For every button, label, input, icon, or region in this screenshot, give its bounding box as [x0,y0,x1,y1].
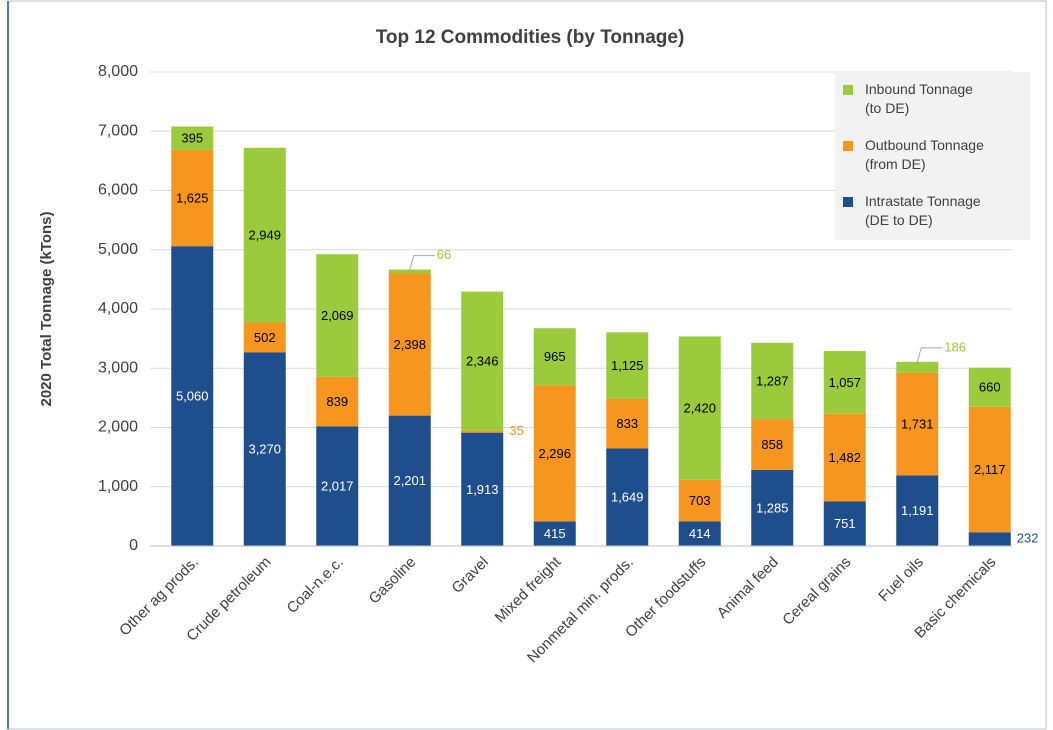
bar-segment [461,430,504,433]
y-tick-label: 4,000 [98,300,138,317]
bar-segment [968,406,1011,533]
data-label: 2,398 [393,337,426,352]
bar-segment [533,521,576,546]
data-label: 2,949 [248,228,281,243]
y-tick-label: 5,000 [98,241,138,258]
bar-segment [461,291,504,431]
bar-segment [388,273,431,416]
bar-segment [678,336,721,480]
bar-segment [388,415,431,546]
bar-segment [461,432,504,546]
bar-segment [606,398,649,449]
chart-title: Top 12 Commodities (by Tonnage) [376,27,685,48]
bar-segment [171,149,214,247]
bar-segment [968,367,1011,407]
data-label: 66 [437,247,451,262]
data-label: 1,625 [176,190,209,205]
data-label: 1,125 [611,358,644,373]
data-label: 5,060 [176,389,209,404]
data-label: 1,191 [901,503,934,518]
data-label: 1,285 [756,500,789,515]
data-label: 833 [616,416,638,431]
y-tick-label: 3,000 [98,359,138,376]
legend-swatch [843,85,853,95]
data-label: 703 [689,493,711,508]
data-label: 660 [979,380,1001,395]
bar-segment [388,269,431,274]
y-tick-label: 2,000 [98,419,138,436]
data-label: 839 [326,394,348,409]
legend-swatch [843,197,853,207]
bar-segment [243,322,286,353]
bar-segment [243,352,286,546]
y-tick-label: 0 [129,537,138,554]
data-label: 414 [689,526,711,541]
data-label: 415 [544,526,566,541]
bar-segment [968,532,1011,546]
bar-segment [823,501,866,546]
bar-segment [896,372,939,476]
legend-box [835,72,1030,240]
bar-segment [243,147,286,323]
data-label: 395 [181,131,203,146]
y-tick-label: 7,000 [98,122,138,139]
legend-label: Inbound Tonnage (to DE) [865,81,973,116]
data-label: 2,420 [683,401,716,416]
bar-segment [896,475,939,546]
data-label: 186 [944,339,966,354]
data-label: 2,201 [393,473,426,488]
data-label: 3,270 [248,442,281,457]
legend-swatch [843,141,853,151]
data-label: 232 [1017,531,1039,546]
bar-segment [171,246,214,546]
bar-segment [533,328,576,386]
bar-segment [896,361,939,373]
data-label: 2,069 [321,308,354,323]
bar-segment [751,419,794,470]
bar-segment [316,376,359,427]
bar-segment [316,254,359,377]
data-label: 1,057 [828,375,861,390]
bar-segment [678,521,721,546]
data-label: 502 [254,330,276,345]
y-tick-label: 6,000 [98,182,138,199]
bar-segment [533,385,576,522]
bar-segment [678,479,721,522]
bar-segment [606,332,649,399]
bar-segment [751,342,794,420]
bar-segment [823,413,866,502]
bar-segment [823,351,866,414]
data-label: 2,017 [321,479,354,494]
bar-segment [751,469,794,546]
data-label: 1,287 [756,373,789,388]
bar-segment [606,448,649,546]
bar-segment [316,426,359,546]
data-label: 965 [544,349,566,364]
y-tick-label: 8,000 [98,63,138,80]
data-label: 1,482 [828,450,861,465]
data-label: 35 [509,423,523,438]
bar-segment [171,126,214,150]
data-label: 1,731 [901,417,934,432]
leader-line [916,347,943,362]
legend-label: Intrastate Tonnage (DE to DE) [865,193,981,228]
leader-line [409,255,435,270]
data-label: 751 [834,516,856,531]
data-label: 2,296 [538,446,571,461]
data-label: 1,913 [466,482,499,497]
data-label: 2,346 [466,354,499,369]
data-label: 858 [761,437,783,452]
y-axis-title: 2020 Total Tonnage (kTons) [38,211,55,406]
legend-label: Outbound Tonnage (from DE) [865,137,984,172]
data-label: 2,117 [974,462,1006,477]
data-label: 1,649 [611,490,644,505]
y-tick-label: 1,000 [98,478,138,495]
